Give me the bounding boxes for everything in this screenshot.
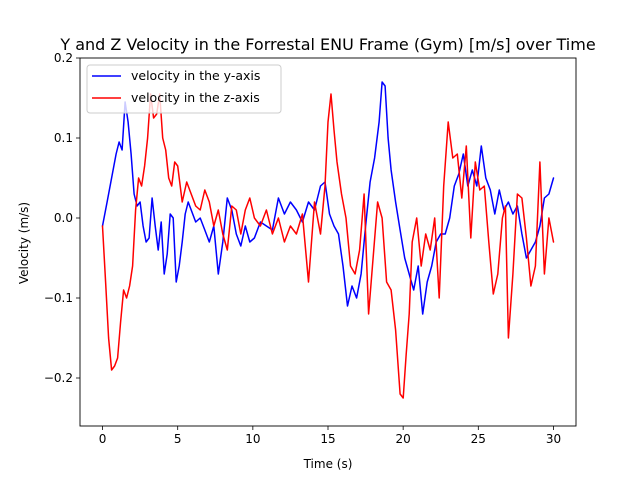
y-axis-label: Velocity (m/s) (17, 202, 31, 284)
series-layer (101, 81, 555, 399)
x-axis-label: Time (s) (303, 457, 353, 471)
chart-title: Y and Z Velocity in the Forrestal ENU Fr… (59, 35, 595, 54)
y-tick-label: −0.1 (44, 291, 73, 305)
legend: velocity in the y-axis velocity in the z-… (86, 64, 282, 114)
y-tick-label: 0.0 (54, 211, 73, 225)
legend-label: velocity in the z-axis (131, 90, 260, 105)
x-tick-label: 5 (174, 432, 182, 446)
x-tick-label: 15 (320, 432, 335, 446)
y-tick-label: 0.1 (54, 131, 73, 145)
x-tick-label: 30 (546, 432, 561, 446)
y-axis: −0.2 −0.1 0.0 0.1 0.2 (44, 51, 80, 385)
legend-label: velocity in the y-axis (131, 68, 260, 83)
x-axis: 0 5 10 15 20 25 30 (99, 426, 561, 446)
x-tick-label: 20 (396, 432, 411, 446)
y-tick-label: 0.2 (54, 51, 73, 65)
x-tick-label: 25 (471, 432, 486, 446)
legend-box (86, 64, 282, 114)
x-tick-label: 0 (99, 432, 107, 446)
x-tick-label: 10 (245, 432, 260, 446)
y-tick-label: −0.2 (44, 371, 73, 385)
series-line-z-axis (101, 93, 555, 399)
